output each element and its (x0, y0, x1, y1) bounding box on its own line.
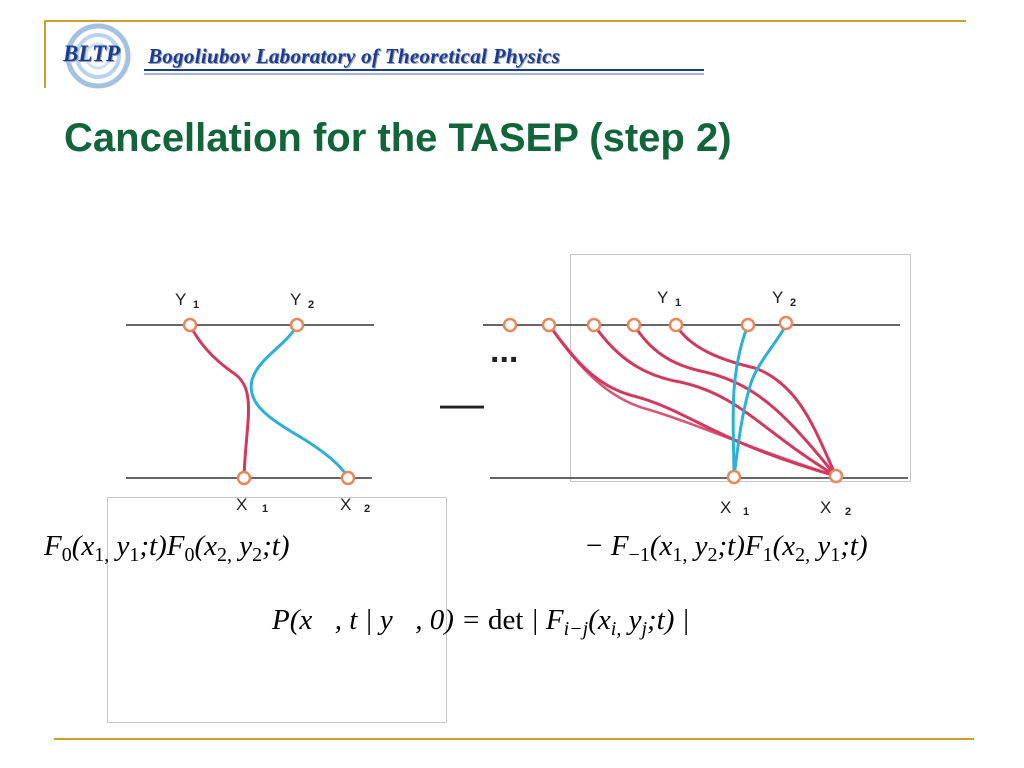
right-blue-path-2 (732, 324, 788, 478)
right-node-top-2 (586, 317, 602, 333)
right-blue-path-1 (731, 324, 750, 478)
right-label-x2-sub: 2 (845, 506, 851, 518)
left-label-x2-sub: 2 (364, 503, 370, 515)
right-label-y2-sub: 2 (790, 297, 796, 309)
right-node-y1 (740, 317, 756, 333)
formula-determinant: P(x⃗, t | y⃗, 0) = det | Fi−j(xi, yj;t) … (272, 604, 690, 640)
left-label-x1-sub: 1 (262, 503, 268, 515)
left-label-y2-sub: 2 (308, 299, 314, 311)
right-node-x1 (726, 469, 742, 485)
slide-title: Cancellation for the TASEP (step 2) (64, 116, 732, 160)
right-label-y2: Y (772, 288, 783, 307)
right-node-x2 (828, 468, 844, 484)
right-label-y1-sub: 1 (675, 297, 681, 309)
right-label-x1: X (720, 498, 731, 517)
bottom-rule (54, 738, 974, 740)
left-rule (44, 20, 46, 88)
left-diagram: Y 1 Y 2 X 1 X 2 (126, 290, 374, 515)
left-red-path (188, 324, 250, 478)
right-label-x1-sub: 1 (743, 506, 749, 518)
ellipsis: ... (490, 332, 518, 370)
logo-abbreviation: BLTP (63, 41, 121, 66)
top-rule (44, 20, 966, 22)
lab-name: Bogoliubov Laboratory of Theoretical Phy… (148, 44, 561, 68)
right-red-path-3 (632, 324, 838, 477)
formula-right: − F−1(x1, y2;t)F1(x2, y1;t) (584, 530, 868, 566)
left-blue-path (249, 324, 350, 478)
right-node-y2 (778, 315, 794, 331)
minus-sign: — (440, 379, 484, 428)
right-node-top-1 (541, 317, 557, 333)
left-label-y1: Y (175, 290, 186, 309)
left-label-y2: Y (290, 290, 301, 309)
left-label-x2: X (340, 495, 351, 514)
formula-left: F0(x1, y1;t)F0(x2, y2;t) (44, 530, 290, 566)
diagram-overlay-frame (570, 254, 911, 482)
left-label-x1: X (236, 495, 247, 514)
right-label-y1: Y (657, 288, 668, 307)
left-label-y1-sub: 1 (193, 299, 199, 311)
right-red-path-2 (592, 324, 837, 478)
right-red-path-4 (674, 324, 838, 477)
left-node-y1 (182, 317, 198, 333)
bltp-logo-icon (65, 23, 704, 89)
right-node-top-4 (668, 317, 684, 333)
left-node-x2 (340, 470, 356, 486)
right-node-top-3 (626, 317, 642, 333)
right-red-path-5 (547, 324, 837, 478)
right-red-path-1 (547, 324, 837, 478)
right-label-x2: X (820, 498, 831, 517)
right-node-top-0 (502, 317, 518, 333)
left-node-x1 (236, 470, 252, 486)
left-node-y2 (289, 317, 305, 333)
right-diagram: Y 1 Y 2 X 1 X 2 (483, 288, 908, 518)
formula-overlay-frame (107, 497, 447, 723)
